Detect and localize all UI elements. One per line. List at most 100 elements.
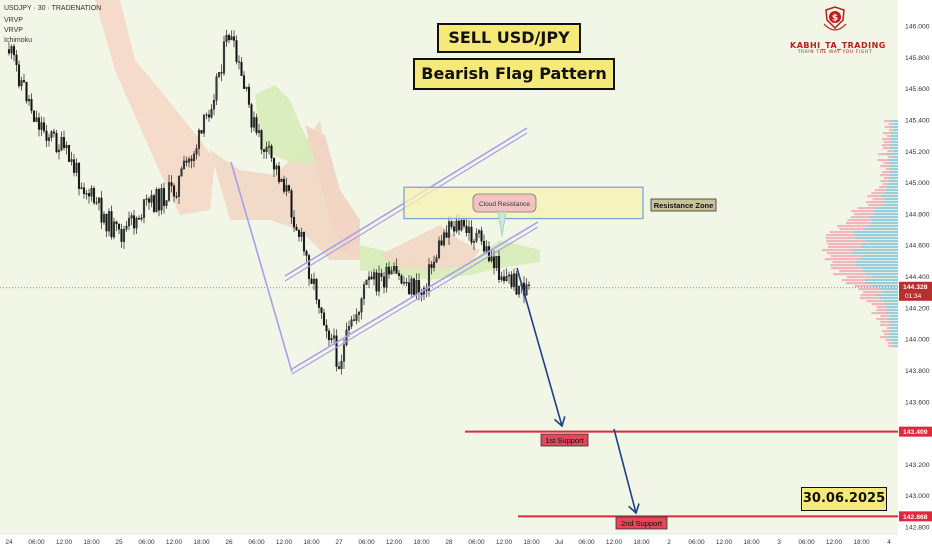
candle-body (52, 131, 56, 134)
candle-body (222, 41, 226, 74)
volume-bar (888, 324, 898, 327)
volume-bar (891, 339, 898, 342)
candle-body (362, 284, 366, 299)
volume-bar (883, 333, 890, 336)
volume-bar (883, 300, 898, 303)
volume-bar (891, 135, 898, 138)
volume-bar (889, 132, 898, 135)
candle-body (225, 35, 228, 42)
candle-body (155, 189, 158, 212)
volume-bar (890, 138, 898, 141)
volume-bar (864, 279, 898, 282)
candle-body (80, 187, 83, 189)
candle-body (202, 115, 206, 134)
volume-bar (855, 264, 898, 267)
volume-bar (888, 159, 898, 162)
candle-body (382, 276, 386, 288)
down-arrow-second[interactable] (613, 428, 640, 515)
volume-bar (868, 225, 898, 228)
current-price-value: 144.328 (903, 284, 928, 291)
indicator-label[interactable]: VRVP (4, 27, 23, 34)
drawings[interactable]: Resistance Zone Cloud Resistance 1st Suppo… (207, 43, 898, 530)
price-axis-bg (898, 0, 932, 550)
cloud-band (255, 85, 320, 165)
channel-lower-line-inner[interactable] (291, 226, 539, 375)
brand-logo: $ KABHI_TA_TRADING TRAIN THE WAY YOU FIG… (790, 6, 885, 55)
candle-body (227, 35, 231, 41)
candle-body (492, 256, 496, 268)
volume-bar (850, 216, 869, 219)
volume-bar (889, 129, 893, 132)
flagpole-line[interactable] (230, 161, 293, 373)
candle-body (180, 168, 183, 177)
candle-body (127, 217, 131, 227)
volume-bar (832, 261, 856, 264)
candle-body (465, 225, 468, 234)
symbol-line[interactable]: USDJPY · 30 · TRADENATION (4, 5, 102, 12)
volume-bar (892, 156, 898, 159)
candle-body (252, 117, 256, 128)
volume-bar (866, 300, 884, 303)
candle-body (110, 211, 113, 238)
candle-body (75, 162, 78, 173)
volume-bar (873, 276, 898, 279)
candle-body (237, 61, 241, 63)
candle-body (197, 130, 201, 149)
volume-bar (886, 186, 898, 189)
volume-bar (874, 189, 887, 192)
candle-body (145, 198, 148, 200)
candle-body (340, 361, 343, 369)
candle-body (187, 158, 191, 163)
time-tick-label: 12:00 (606, 539, 623, 546)
volume-bar (891, 342, 898, 345)
candle-body (245, 86, 248, 89)
time-tick-label: 12:00 (826, 539, 843, 546)
candle-body (210, 108, 213, 118)
candle-body (407, 282, 411, 295)
cloud-band (380, 225, 480, 270)
candle-body (97, 197, 101, 203)
time-tick-label: 12:00 (166, 539, 183, 546)
volume-bar (868, 204, 883, 207)
candle-body (512, 273, 516, 287)
down-arrow-first[interactable] (516, 267, 566, 428)
volume-bar (888, 180, 898, 183)
candle-body (182, 160, 186, 169)
candle-body (185, 160, 188, 163)
candle-body (452, 226, 456, 232)
candle-body (40, 122, 43, 130)
volume-bar (889, 147, 898, 150)
candle-body (130, 215, 133, 219)
candle-body (132, 215, 136, 229)
channel-lower-line[interactable] (291, 221, 539, 370)
candle-body (375, 272, 378, 292)
candle-body (272, 157, 276, 170)
volume-bar (890, 141, 898, 144)
candle-body (292, 217, 296, 228)
indicator-label[interactable]: VRVP (4, 17, 23, 24)
second-support-label: 2nd Support (615, 516, 668, 530)
time-tick-label: 06:00 (248, 539, 265, 546)
cloud-band (305, 125, 360, 260)
volume-bar (862, 270, 898, 273)
candle-body (170, 182, 173, 186)
volume-bar (890, 144, 898, 147)
candle-body (240, 61, 243, 76)
indicator-label[interactable]: Ichimoku (4, 37, 33, 44)
volume-bar (824, 258, 859, 261)
candle-body (60, 137, 63, 151)
volume-bar (880, 321, 890, 324)
volume-bar (886, 327, 892, 330)
candle-body (297, 230, 301, 237)
volume-bar (868, 216, 898, 219)
candle-body (107, 211, 111, 232)
volume-bar (865, 282, 898, 285)
candle-body (55, 133, 58, 153)
volume-bar (876, 318, 888, 321)
volume-bar (892, 129, 898, 132)
candle-body (402, 282, 406, 284)
label-box (615, 516, 668, 530)
cloud-resistance-text: Cloud Resistance (479, 201, 530, 208)
